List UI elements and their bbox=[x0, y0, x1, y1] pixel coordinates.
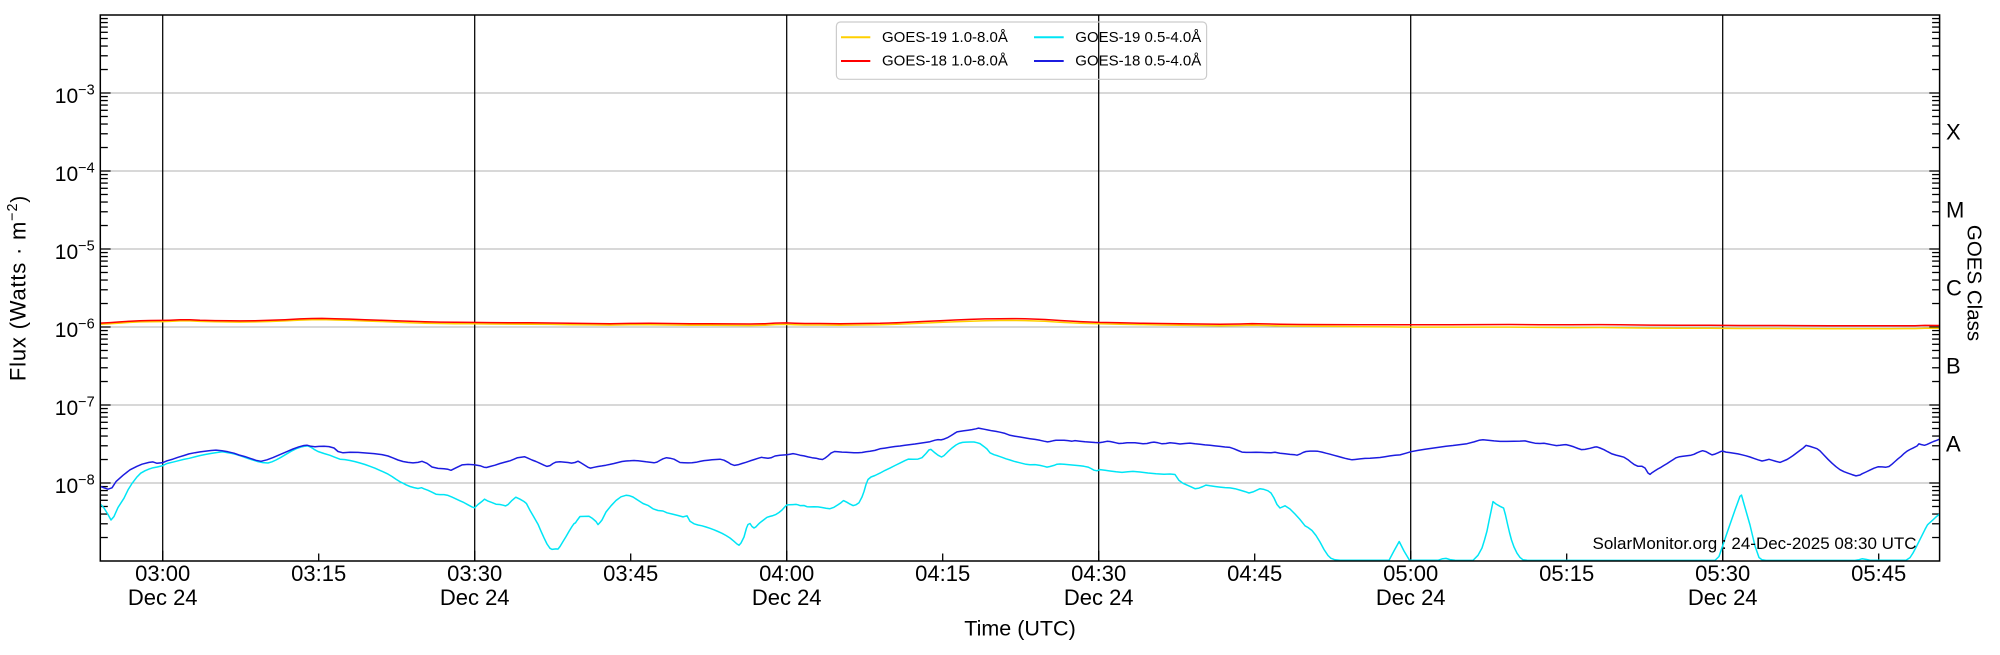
svg-text:04:00: 04:00 bbox=[759, 561, 814, 586]
svg-text:10−7: 10−7 bbox=[55, 395, 95, 420]
svg-text:Dec 24: Dec 24 bbox=[128, 585, 198, 610]
svg-text:Time (UTC): Time (UTC) bbox=[964, 617, 1075, 641]
svg-text:05:15: 05:15 bbox=[1539, 561, 1594, 586]
svg-text:M: M bbox=[1946, 198, 1964, 223]
svg-text:B: B bbox=[1946, 354, 1961, 379]
svg-text:05:45: 05:45 bbox=[1851, 561, 1906, 586]
svg-text:A: A bbox=[1946, 432, 1961, 457]
svg-text:03:00: 03:00 bbox=[135, 561, 190, 586]
svg-text:05:00: 05:00 bbox=[1383, 561, 1438, 586]
svg-text:04:45: 04:45 bbox=[1227, 561, 1282, 586]
svg-text:SolarMonitor.org : 24-Dec-2025: SolarMonitor.org : 24-Dec-2025 08:30 UTC bbox=[1592, 534, 1916, 553]
svg-text:03:15: 03:15 bbox=[291, 561, 346, 586]
svg-text:GOES Class: GOES Class bbox=[1963, 225, 1986, 341]
svg-text:C: C bbox=[1946, 276, 1962, 301]
svg-text:05:30: 05:30 bbox=[1695, 561, 1750, 586]
svg-text:10−6: 10−6 bbox=[55, 317, 95, 342]
svg-text:GOES-19 0.5-4.0Å: GOES-19 0.5-4.0Å bbox=[1075, 29, 1201, 46]
svg-text:Dec 24: Dec 24 bbox=[752, 585, 822, 610]
svg-text:Dec 24: Dec 24 bbox=[1064, 585, 1134, 610]
svg-text:Dec 24: Dec 24 bbox=[1688, 585, 1758, 610]
svg-text:Flux (Watts · m−2): Flux (Watts · m−2) bbox=[5, 195, 30, 381]
svg-text:X: X bbox=[1946, 120, 1961, 145]
svg-text:04:30: 04:30 bbox=[1071, 561, 1126, 586]
svg-text:GOES-19 1.0-8.0Å: GOES-19 1.0-8.0Å bbox=[882, 29, 1008, 46]
svg-text:GOES-18 0.5-4.0Å: GOES-18 0.5-4.0Å bbox=[1075, 53, 1201, 70]
svg-text:04:15: 04:15 bbox=[915, 561, 970, 586]
svg-text:03:30: 03:30 bbox=[447, 561, 502, 586]
svg-text:Dec 24: Dec 24 bbox=[440, 585, 510, 610]
svg-text:GOES-18 1.0-8.0Å: GOES-18 1.0-8.0Å bbox=[882, 53, 1008, 70]
svg-text:Dec 24: Dec 24 bbox=[1376, 585, 1446, 610]
svg-text:03:45: 03:45 bbox=[603, 561, 658, 586]
